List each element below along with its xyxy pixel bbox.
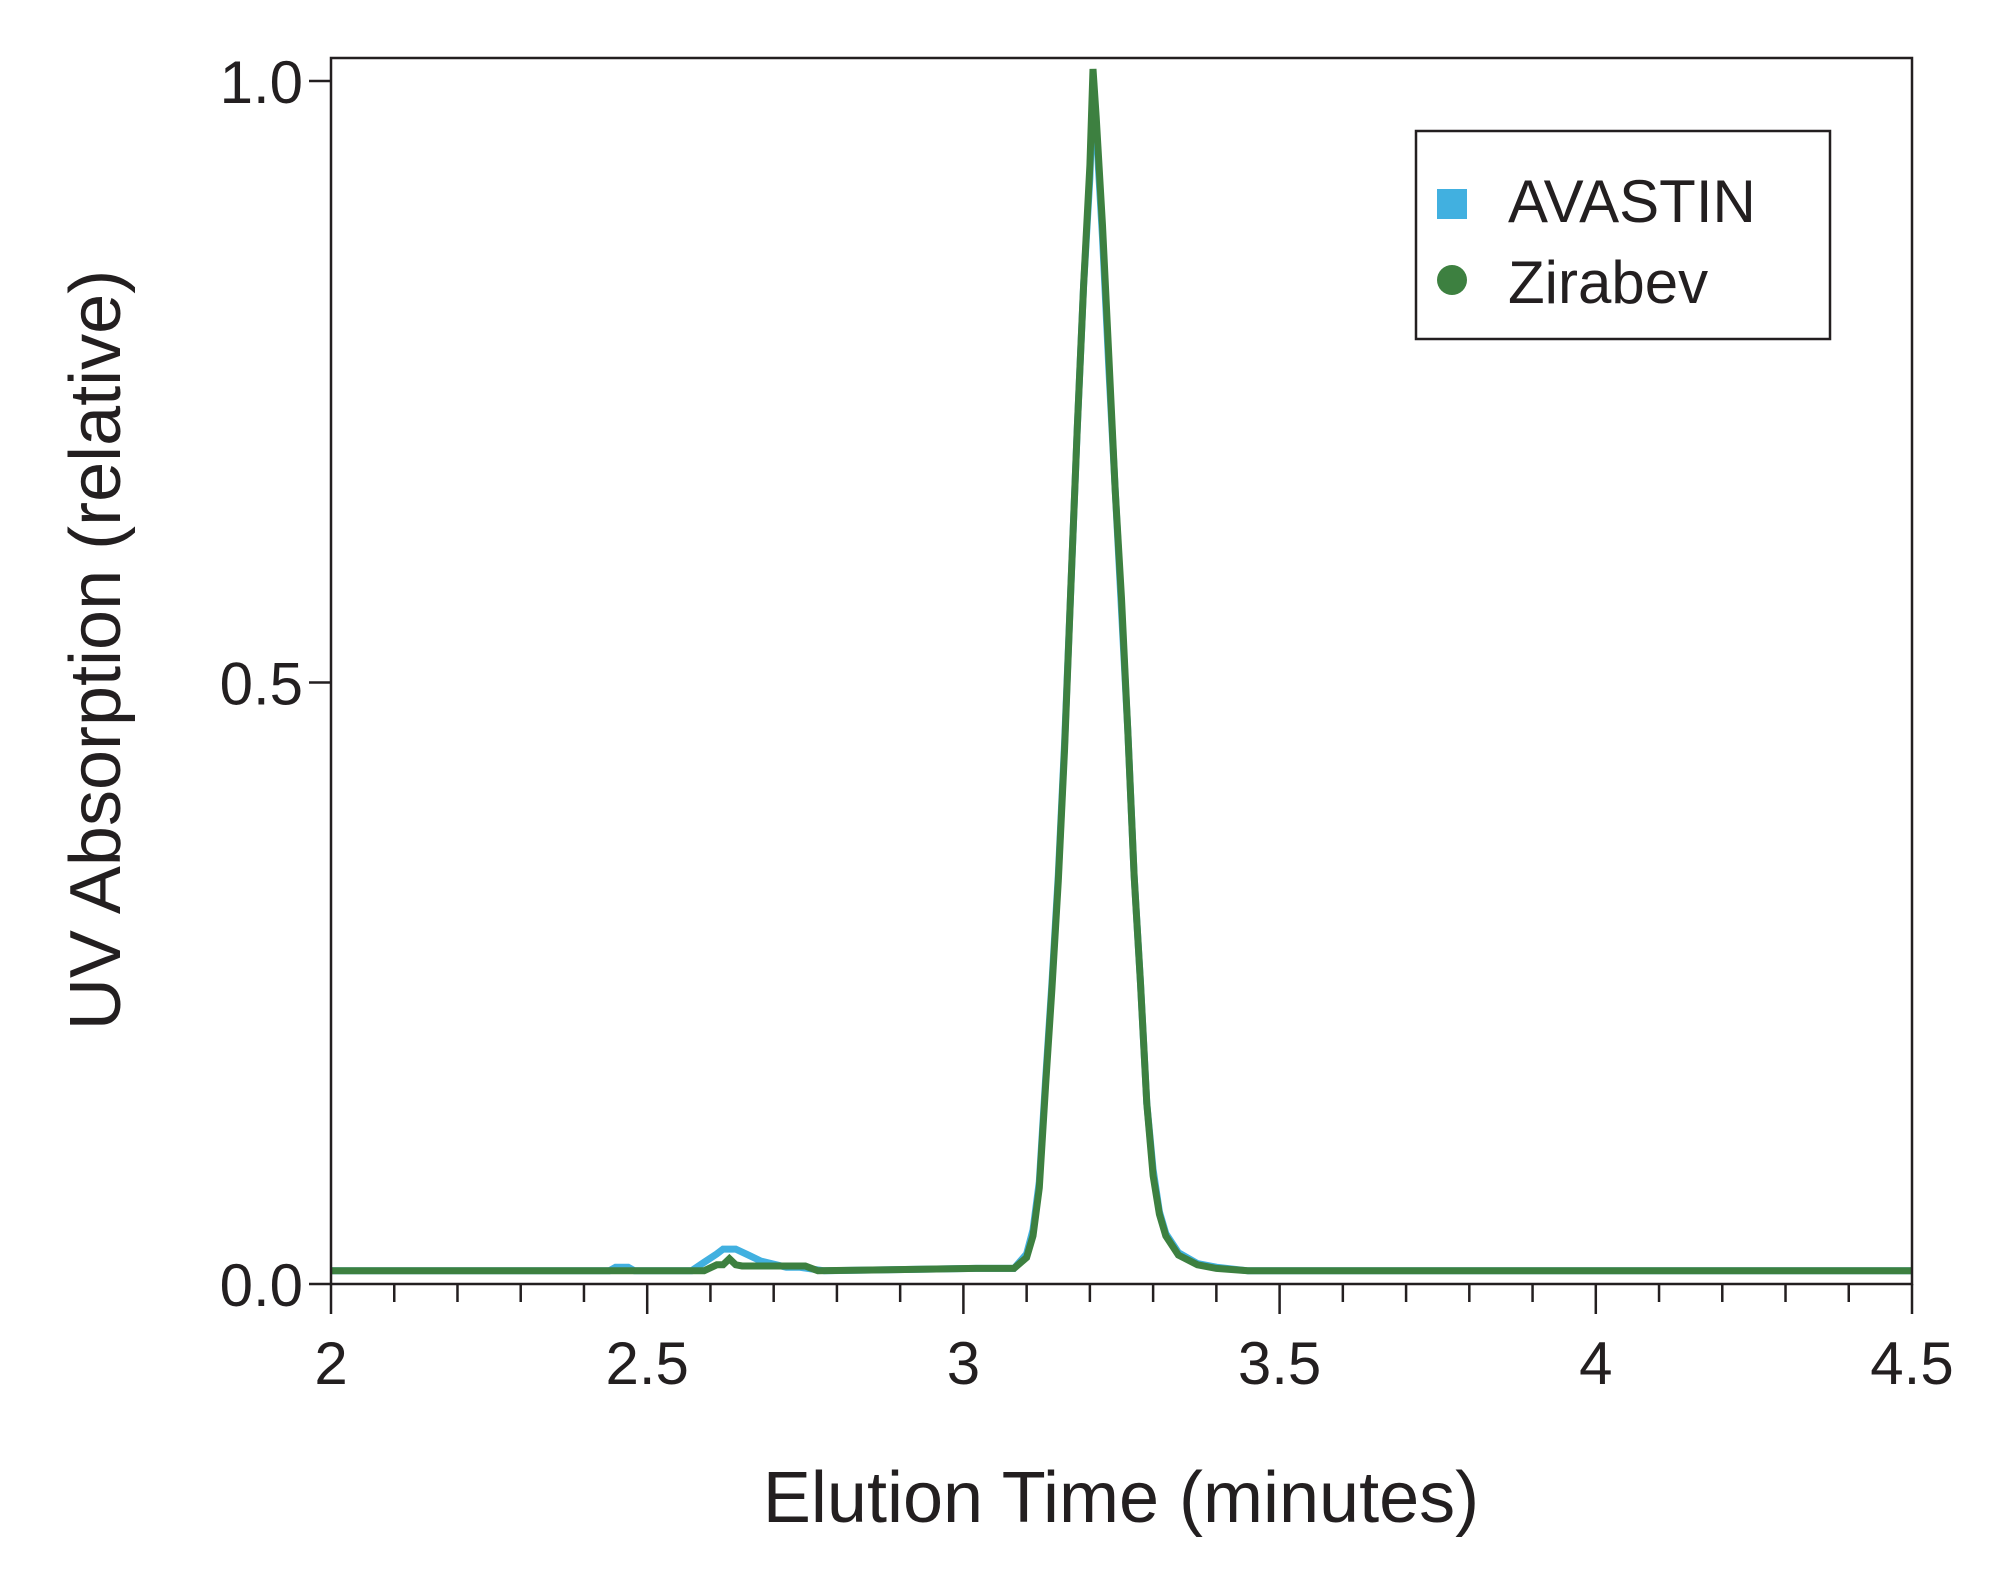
y-axis: 0.0 0.5 1.0 [220, 49, 331, 1319]
plot-frame [329, 56, 1914, 1286]
x-tick-label: 4 [1579, 1330, 1612, 1397]
legend-label-avastin: AVASTIN [1508, 168, 1756, 235]
x-tick-label: 2 [314, 1330, 347, 1397]
x-tick-label: 4.5 [1870, 1330, 1953, 1397]
y-tick-label: 0.5 [220, 651, 303, 718]
x-axis-label: Elution Time (minutes) [763, 1458, 1479, 1538]
x-tick-label: 2.5 [605, 1330, 688, 1397]
y-tick-label: 0.0 [220, 1252, 303, 1319]
x-axis: 2 2.5 3 3.5 4 4.5 [314, 1284, 1954, 1397]
series-line-zirabev [331, 68, 1912, 1275]
legend-box [1414, 129, 1832, 341]
legend: AVASTIN Zirabev [1414, 129, 1832, 341]
legend-label-zirabev: Zirabev [1508, 249, 1708, 316]
series-layer [331, 68, 1912, 1275]
x-tick-label: 3.5 [1238, 1330, 1321, 1397]
x-tick-label: 3 [947, 1330, 980, 1397]
y-tick-label: 1.0 [220, 49, 303, 116]
legend-marker-zirabev [1437, 265, 1467, 295]
y-axis-label: UV Absorption (relative) [56, 270, 136, 1030]
legend-marker-avastin [1437, 189, 1467, 219]
